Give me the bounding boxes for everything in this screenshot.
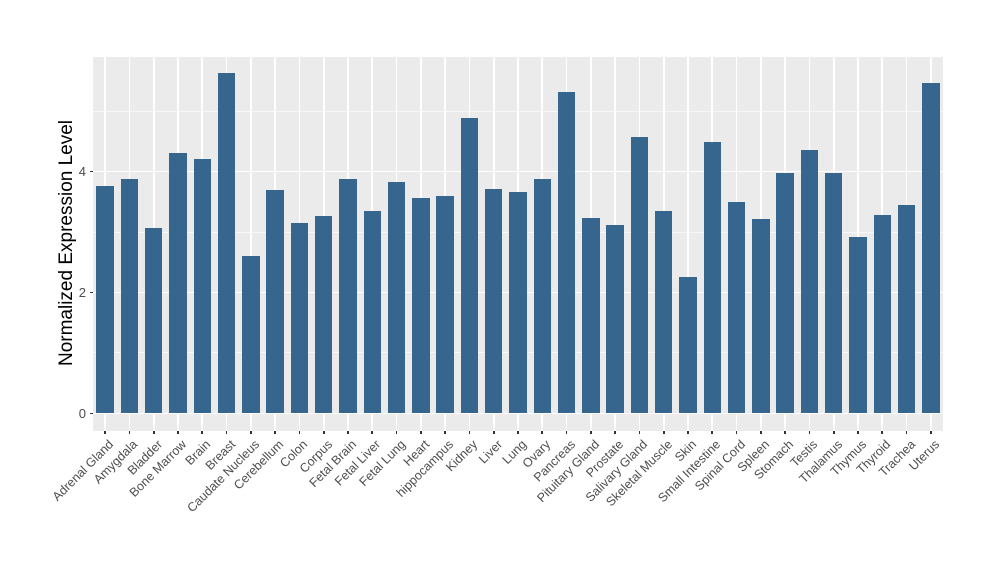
bar-thyroid <box>873 214 892 414</box>
x-axis-tick <box>420 430 422 435</box>
vertical-gridline <box>250 56 252 431</box>
x-axis-tick <box>687 430 689 435</box>
x-axis-tick <box>857 430 859 435</box>
x-axis-tick <box>638 430 641 435</box>
x-axis-tick <box>152 430 155 435</box>
x-axis-tick <box>492 430 495 435</box>
x-axis-tick <box>565 430 568 435</box>
bar-hippocampus <box>436 195 454 414</box>
bar-pituitary-gland <box>582 217 600 414</box>
bar-brain <box>193 158 212 414</box>
x-axis-tick <box>371 430 374 435</box>
bar-bladder <box>144 227 163 414</box>
x-axis-tick <box>735 430 738 435</box>
y-tick-label: 4 <box>78 164 86 180</box>
y-axis-tick <box>89 412 93 415</box>
bar-stomach <box>776 172 794 414</box>
x-axis-tick <box>298 430 301 435</box>
x-axis-tick <box>104 430 106 435</box>
bar-kidney <box>460 118 479 414</box>
x-axis-tick <box>711 430 714 435</box>
bar-small-intestine <box>703 141 722 414</box>
x-axis-tick <box>905 430 908 435</box>
bar-prostate <box>606 225 624 414</box>
x-axis-tick <box>541 430 544 435</box>
bar-thalamus <box>824 172 843 414</box>
bar-fetal-lung <box>387 182 406 414</box>
bar-colon <box>290 222 309 414</box>
x-axis-tick <box>662 430 665 435</box>
x-axis-tick <box>590 430 592 435</box>
x-axis-tick <box>930 430 932 435</box>
x-axis-tick <box>274 430 276 435</box>
bar-cerebellum <box>266 190 284 414</box>
bar-caudate-nucleus <box>242 255 260 414</box>
x-axis-tick <box>225 430 228 435</box>
bar-spleen <box>752 218 770 414</box>
y-axis-tick <box>89 291 93 294</box>
y-tick-label: 0 <box>78 405 86 421</box>
bar-thymus <box>849 236 867 414</box>
x-axis-tick <box>784 430 786 435</box>
x-axis-tick <box>250 430 252 435</box>
x-axis-tick <box>517 430 519 435</box>
bar-bone-marrow <box>169 152 187 414</box>
bar-breast <box>217 73 236 414</box>
bar-amygdala <box>120 179 139 414</box>
minor-gridline <box>93 110 943 112</box>
bar-corpus <box>314 216 333 414</box>
x-axis-tick <box>808 430 811 435</box>
x-axis-tick <box>177 430 179 435</box>
bar-liver <box>484 189 503 414</box>
x-axis-tick <box>468 430 471 435</box>
bar-adrenal-gland <box>96 185 114 414</box>
bar-skeletal-muscle <box>654 211 673 414</box>
x-axis-tick <box>201 430 204 435</box>
bar-ovary <box>533 179 552 414</box>
bar-heart <box>412 197 430 414</box>
bar-spinal-cord <box>727 201 746 414</box>
y-axis-title: Normalized Expression Level <box>56 119 77 367</box>
x-axis-tick <box>395 430 398 435</box>
vertical-gridline <box>687 56 689 431</box>
bar-pancreas <box>557 92 576 414</box>
bar-uterus <box>922 82 940 414</box>
bar-lung <box>509 192 527 414</box>
plot-panel <box>93 56 943 431</box>
bar-trachea <box>897 205 916 414</box>
x-axis-tick <box>881 430 884 435</box>
bar-skin <box>679 276 697 414</box>
bar-testis <box>800 149 819 414</box>
bar-salivary-gland <box>630 137 649 414</box>
x-axis-tick <box>322 430 325 435</box>
x-axis-tick <box>614 430 616 435</box>
x-axis-tick <box>832 430 835 435</box>
x-axis-tick <box>760 430 762 435</box>
major-gridline <box>93 170 943 173</box>
y-tick-label: 2 <box>78 285 86 300</box>
major-gridline <box>93 412 943 415</box>
bar-fetal-liver <box>363 210 382 414</box>
x-axis-tick <box>128 430 131 435</box>
x-axis-tick <box>444 430 446 435</box>
y-axis-tick <box>89 170 93 173</box>
bar-fetal-brain <box>339 178 357 414</box>
x-axis-tick <box>347 430 349 435</box>
